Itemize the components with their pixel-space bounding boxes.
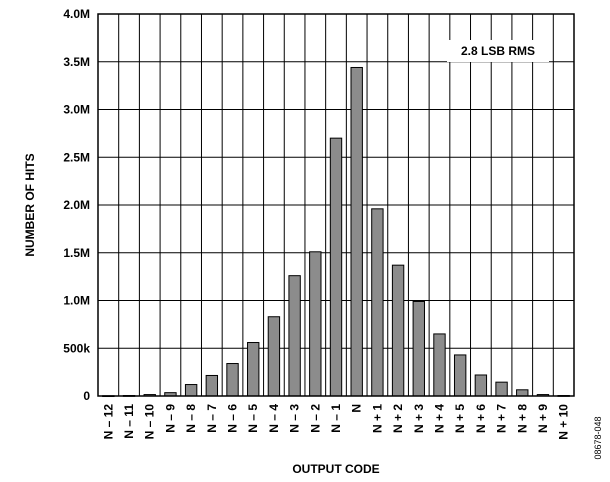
bar bbox=[391, 264, 405, 397]
bar bbox=[329, 137, 343, 397]
bar bbox=[350, 66, 363, 397]
x-tick-label: N + 5 bbox=[453, 404, 467, 433]
x-tick-label: N – 11 bbox=[122, 404, 136, 439]
x-tick-label: N – 5 bbox=[246, 404, 260, 433]
x-tick-label: N + 7 bbox=[495, 404, 509, 433]
x-tick-label: N – 2 bbox=[308, 404, 322, 433]
x-tick-label: N bbox=[350, 404, 364, 413]
x-tick-label: N + 8 bbox=[515, 404, 529, 433]
y-tick-label: 3.5M bbox=[63, 55, 90, 69]
x-tick-label: N + 1 bbox=[370, 404, 384, 433]
x-tick-label: N – 6 bbox=[226, 404, 240, 433]
x-tick-label: N – 10 bbox=[143, 404, 157, 440]
bar bbox=[433, 333, 446, 397]
x-tick-label: N – 8 bbox=[184, 404, 198, 433]
bar bbox=[205, 374, 219, 397]
x-axis-title: OUTPUT CODE bbox=[292, 462, 379, 476]
bar bbox=[247, 342, 260, 397]
annotation-box: 2.8 LSB RMS bbox=[447, 40, 549, 62]
bar bbox=[371, 208, 384, 397]
x-tick-label: N – 12 bbox=[101, 404, 115, 440]
y-tick-label: 0 bbox=[83, 389, 90, 403]
bar bbox=[309, 251, 322, 397]
bar bbox=[412, 300, 425, 397]
y-tick-label: 2.0M bbox=[63, 198, 90, 212]
plot-frame bbox=[97, 13, 575, 397]
x-tick-label: N + 2 bbox=[391, 404, 405, 433]
y-tick-label: 3.0M bbox=[63, 103, 90, 117]
bar bbox=[474, 374, 488, 397]
y-tick-label: 500k bbox=[63, 341, 90, 355]
bar bbox=[226, 363, 239, 397]
x-tick-label: N + 9 bbox=[536, 404, 550, 433]
y-tick-label: 2.5M bbox=[63, 150, 90, 164]
annotation-label: 2.8 LSB RMS bbox=[461, 44, 535, 58]
bars bbox=[102, 66, 570, 398]
x-tick-labels: N – 12 N – 11 N – 10 N – 9 N – 8 N – 7 N – 6 N … bbox=[101, 404, 570, 440]
x-tick-label: N – 3 bbox=[288, 404, 302, 433]
x-tick-label: N – 7 bbox=[205, 404, 219, 433]
x-tick-label: N + 4 bbox=[432, 404, 446, 433]
x-tick-label: N – 4 bbox=[267, 404, 281, 433]
y-tick-label: 1.0M bbox=[63, 294, 90, 308]
bar bbox=[495, 381, 508, 397]
bar bbox=[267, 316, 281, 397]
bar bbox=[184, 384, 198, 397]
y-tick-label: 1.5M bbox=[63, 246, 90, 260]
y-axis-title: NUMBER OF HITS bbox=[23, 153, 37, 256]
x-tick-label: N – 1 bbox=[329, 404, 343, 433]
x-tick-label: N + 6 bbox=[474, 404, 488, 433]
bar bbox=[453, 354, 467, 397]
x-tick-label: N – 9 bbox=[163, 404, 177, 433]
x-tick-label: N + 3 bbox=[412, 404, 426, 433]
y-tick-labels: 0 500k 1.0M 1.5M 2.0M 2.5M 3.0M 3.5M 4.0M bbox=[63, 7, 90, 403]
bar bbox=[288, 275, 301, 397]
bar bbox=[516, 389, 529, 397]
y-tick-label: 4.0M bbox=[63, 7, 90, 21]
x-tick-label: N + 10 bbox=[557, 404, 571, 440]
figure-id: 08678-048 bbox=[593, 416, 603, 459]
